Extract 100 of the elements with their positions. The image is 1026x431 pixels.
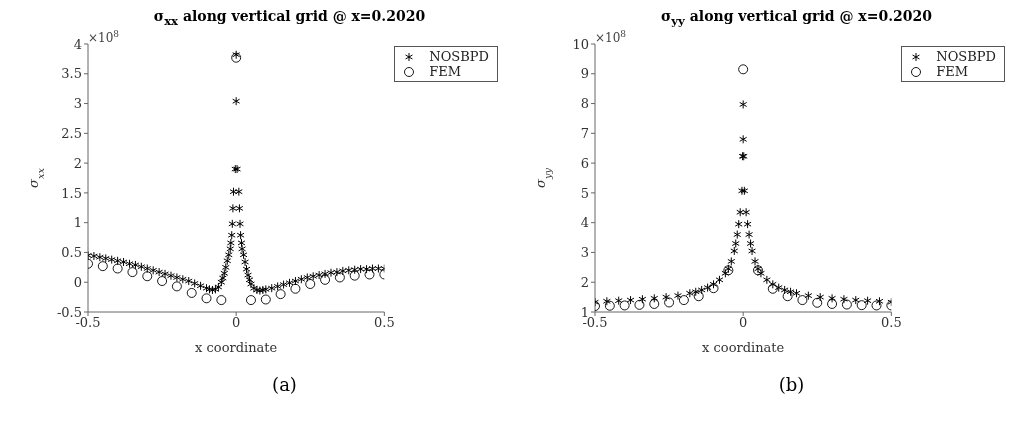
legend-label: FEM bbox=[936, 64, 969, 79]
point bbox=[797, 295, 808, 306]
y-tick-label: 0.5 bbox=[61, 245, 82, 261]
annotation: ×10$^{8}$ bbox=[88, 29, 120, 45]
point bbox=[828, 293, 837, 303]
point bbox=[816, 292, 825, 302]
point bbox=[634, 299, 645, 310]
y-tick-label: 4 bbox=[73, 36, 82, 52]
point bbox=[246, 295, 256, 306]
point bbox=[812, 297, 823, 308]
y-tick-label: -0.5 bbox=[56, 304, 82, 320]
y-tick-label: 7 bbox=[580, 125, 589, 141]
point bbox=[767, 283, 778, 294]
point bbox=[748, 246, 757, 256]
point bbox=[768, 279, 777, 289]
x-tick-label: 0 bbox=[232, 315, 241, 331]
point bbox=[619, 300, 630, 311]
point bbox=[738, 186, 746, 196]
y-tick-label: 5 bbox=[580, 185, 589, 201]
point bbox=[727, 256, 736, 266]
point bbox=[863, 296, 872, 306]
point bbox=[231, 52, 242, 63]
point bbox=[186, 287, 197, 298]
point bbox=[664, 297, 675, 308]
point bbox=[786, 287, 795, 297]
point bbox=[780, 285, 789, 295]
point bbox=[782, 291, 793, 302]
point bbox=[650, 293, 659, 303]
chart-title: σ$_{yy}$ along vertical grid @ x=0.2020 bbox=[660, 8, 933, 28]
point bbox=[856, 300, 867, 311]
point bbox=[736, 207, 745, 217]
point bbox=[216, 295, 227, 306]
point bbox=[733, 230, 742, 240]
point bbox=[740, 186, 749, 196]
point bbox=[746, 239, 755, 249]
y-tick-label: 3 bbox=[73, 96, 82, 112]
point bbox=[731, 239, 740, 249]
point bbox=[674, 291, 682, 301]
point bbox=[649, 299, 660, 309]
point bbox=[334, 272, 345, 283]
legend-label: FEM bbox=[429, 64, 462, 79]
y-tick-label: 9 bbox=[580, 66, 589, 82]
point bbox=[743, 219, 752, 229]
y-tick-label: 3 bbox=[580, 245, 589, 261]
point bbox=[792, 288, 801, 298]
y-tick-label: 2 bbox=[580, 274, 589, 290]
point bbox=[745, 230, 754, 240]
point bbox=[142, 271, 153, 282]
point bbox=[875, 296, 884, 306]
x-axis-title: x coordinate bbox=[702, 340, 785, 355]
point bbox=[614, 296, 623, 306]
point bbox=[851, 295, 860, 305]
x-tick-label: 0.5 bbox=[373, 315, 395, 331]
point bbox=[738, 64, 749, 75]
point bbox=[804, 291, 813, 301]
y-tick-label: 8 bbox=[580, 96, 589, 112]
x-tick-label: 0 bbox=[739, 315, 748, 331]
point bbox=[275, 289, 286, 300]
point bbox=[112, 263, 123, 274]
point bbox=[693, 291, 704, 302]
y-tick-label: 2.5 bbox=[61, 125, 82, 141]
point bbox=[364, 269, 375, 280]
point bbox=[157, 276, 168, 286]
y-tick-label: 3.5 bbox=[61, 66, 82, 82]
text: (a) bbox=[271, 374, 298, 395]
point bbox=[201, 293, 212, 304]
point bbox=[762, 275, 771, 285]
chart-title: σ$_{xx}$ along vertical grid @ x=0.2020 bbox=[152, 8, 427, 28]
y-tick-label: 10 bbox=[572, 36, 589, 52]
y-tick-label: 4 bbox=[580, 215, 589, 231]
y-tick-label: 1.5 bbox=[61, 185, 82, 201]
point bbox=[638, 294, 647, 304]
point bbox=[739, 99, 748, 109]
point bbox=[320, 274, 331, 285]
point bbox=[97, 261, 108, 272]
point bbox=[734, 219, 743, 229]
point bbox=[305, 279, 316, 289]
point bbox=[662, 292, 671, 302]
point bbox=[127, 267, 138, 278]
x-axis-title: x coordinate bbox=[195, 340, 278, 355]
point bbox=[839, 294, 848, 304]
point bbox=[678, 295, 689, 306]
y-tick-label: 1 bbox=[73, 215, 82, 231]
y-tick-label: 0 bbox=[73, 274, 82, 290]
point bbox=[604, 300, 615, 311]
point bbox=[751, 256, 759, 266]
y-tick-label: 1 bbox=[580, 304, 589, 320]
point bbox=[602, 296, 611, 306]
legend-label: NOSBPD bbox=[936, 49, 996, 64]
x-tick-label: 0.5 bbox=[880, 315, 902, 331]
point bbox=[739, 134, 748, 144]
point bbox=[260, 294, 271, 305]
text: (b) bbox=[777, 374, 806, 395]
point bbox=[871, 300, 882, 311]
point bbox=[827, 299, 838, 309]
annotation: ×10$^{8}$ bbox=[595, 29, 627, 45]
legend-label: NOSBPD bbox=[429, 49, 489, 64]
y-tick-label: 2 bbox=[73, 155, 82, 171]
point bbox=[730, 246, 739, 256]
point bbox=[626, 295, 635, 305]
